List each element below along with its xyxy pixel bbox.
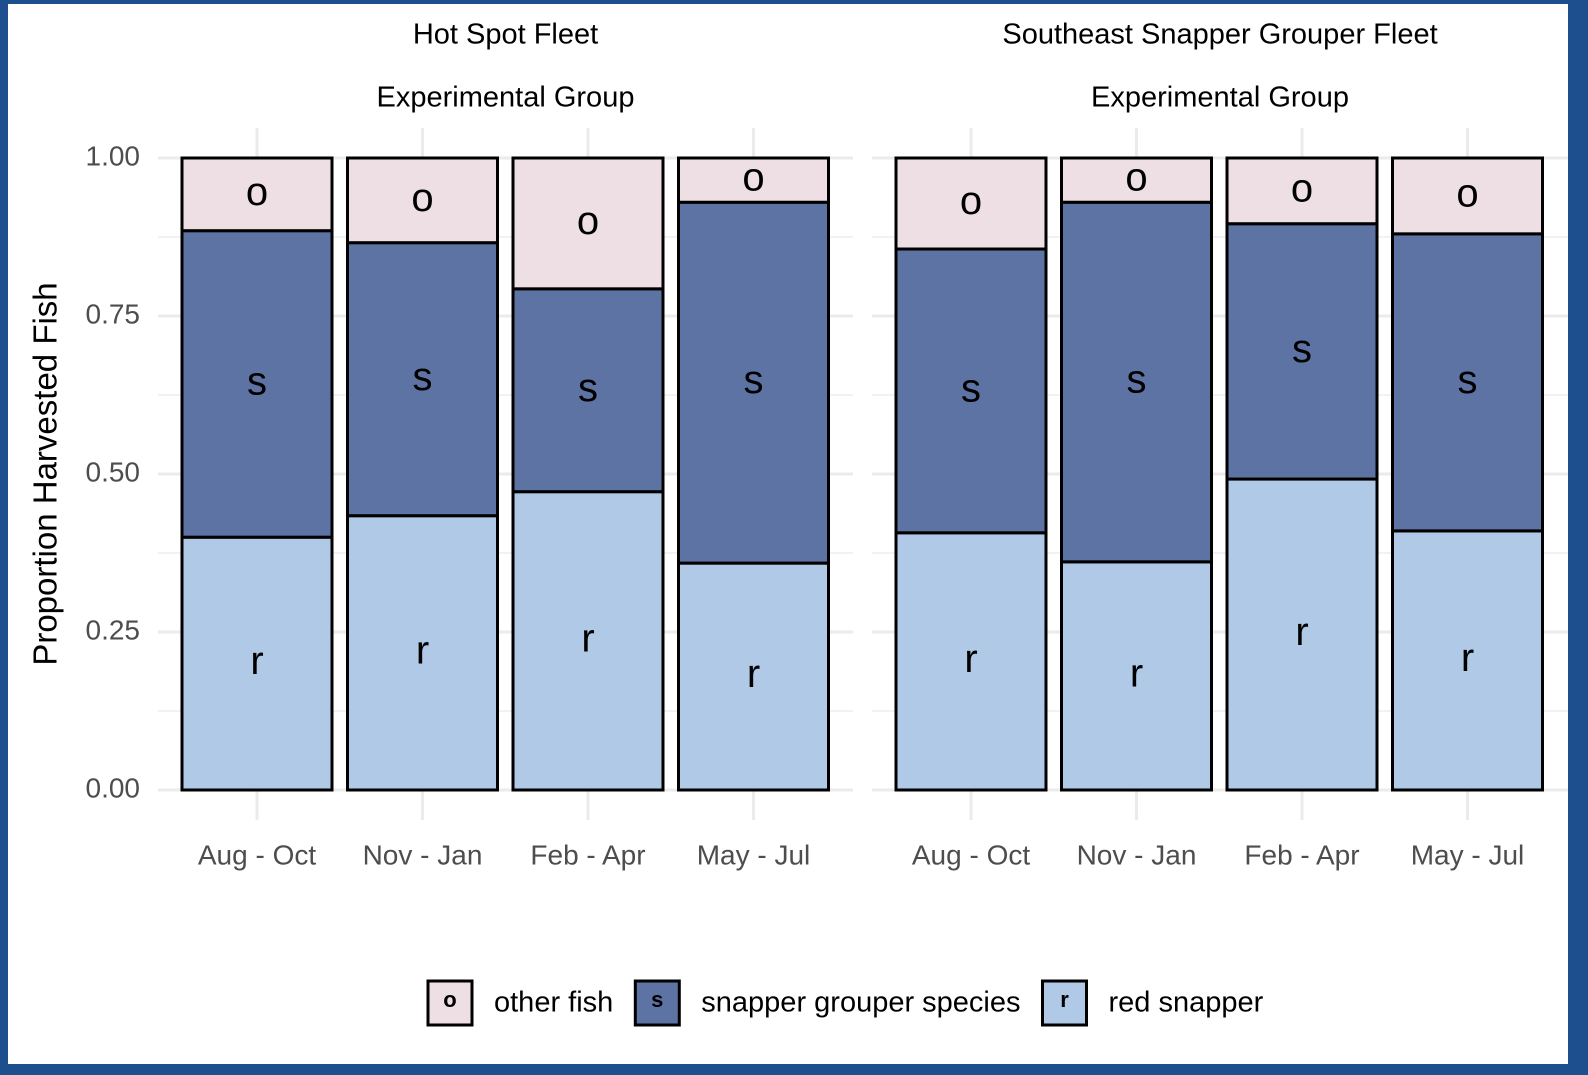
bar-segment [894,156,1048,251]
segment-label: o [577,199,599,243]
legend-swatch [426,979,474,1027]
segment-label: s [578,366,598,410]
bar-segment [180,535,334,792]
bar-segment [511,156,665,291]
segment-label: s [1127,358,1147,402]
panel-subtitle: Experimental Group [377,82,635,114]
x-tick-label: Nov - Jan [363,839,483,870]
y-tick-label: 1.00 [86,140,141,171]
x-tick-label: Feb - Apr [530,839,645,870]
legend-key-label: o [443,987,456,1012]
segment-label: r [1130,651,1143,695]
segment-label: r [581,616,594,660]
segment-label: r [416,628,429,672]
segment-label: o [1125,156,1147,200]
y-tick-label: 0.25 [86,614,141,645]
segment-label: s [1458,358,1478,402]
bar-segment [894,247,1048,535]
bar-segment [180,229,334,539]
segment-label: r [1461,636,1474,680]
segment-label: s [413,355,433,399]
segment-label: r [250,639,263,683]
x-tick-label: Aug - Oct [912,839,1030,870]
bar-segment [1391,529,1544,792]
bar-segment [1225,477,1379,792]
panel-subtitle: Experimental Group [1091,82,1349,114]
legend-swatch [633,979,681,1027]
panel-title: Southeast Snapper Grouper Fleet [1002,19,1437,51]
legend-label: snapper grouper species [701,987,1020,1019]
bar-segment [346,514,499,792]
bar-segment [346,156,499,245]
y-tick-label: 0.00 [86,772,141,803]
segment-label: r [964,637,977,681]
bar-segment [1060,200,1213,564]
bar-segment [1391,232,1544,533]
bar-segment [894,531,1048,792]
segment-label: s [961,366,981,410]
y-axis-label: Proportion Harvested Fish [27,282,64,665]
bar-segment [1225,222,1379,481]
chart: Hot Spot Fleet Experimental Group 0.00 0.25… [8,4,1568,1064]
y-tick-label: 0.50 [86,456,141,487]
bar-segment [677,156,830,204]
bar-segment [180,156,334,233]
segment-label: o [742,156,764,200]
bar-segment [1391,156,1544,236]
y-tick-label: 0.75 [86,298,141,329]
bar-segment [346,241,499,518]
x-tick-label: Feb - Apr [1244,839,1359,870]
segment-label: o [1291,166,1313,210]
segment-label: s [247,360,267,404]
legend-label: red snapper [1109,987,1264,1019]
bar-segment [677,561,830,792]
x-tick-label: May - Jul [1411,839,1525,870]
legend-swatch [1041,979,1088,1027]
segment-label: s [1292,327,1312,371]
segment-label: r [747,652,760,696]
legend-key-label: s [651,987,663,1012]
legend-label: other fish [494,987,613,1019]
legend-key-label: r [1060,987,1069,1012]
x-tick-label: Nov - Jan [1077,839,1197,870]
segment-label: o [411,176,433,220]
x-tick-label: Aug - Oct [198,839,316,870]
segment-label: o [1456,171,1478,215]
segment-label: s [744,358,764,402]
bar-segment [1225,156,1379,226]
panel-title: Hot Spot Fleet [413,19,598,51]
bar-segment [511,490,665,792]
x-tick-label: May - Jul [697,839,811,870]
segment-label: o [246,170,268,214]
bar-segment [1060,156,1213,204]
bar-segment [511,287,665,494]
segment-label: o [960,179,982,223]
segment-label: r [1295,610,1308,654]
